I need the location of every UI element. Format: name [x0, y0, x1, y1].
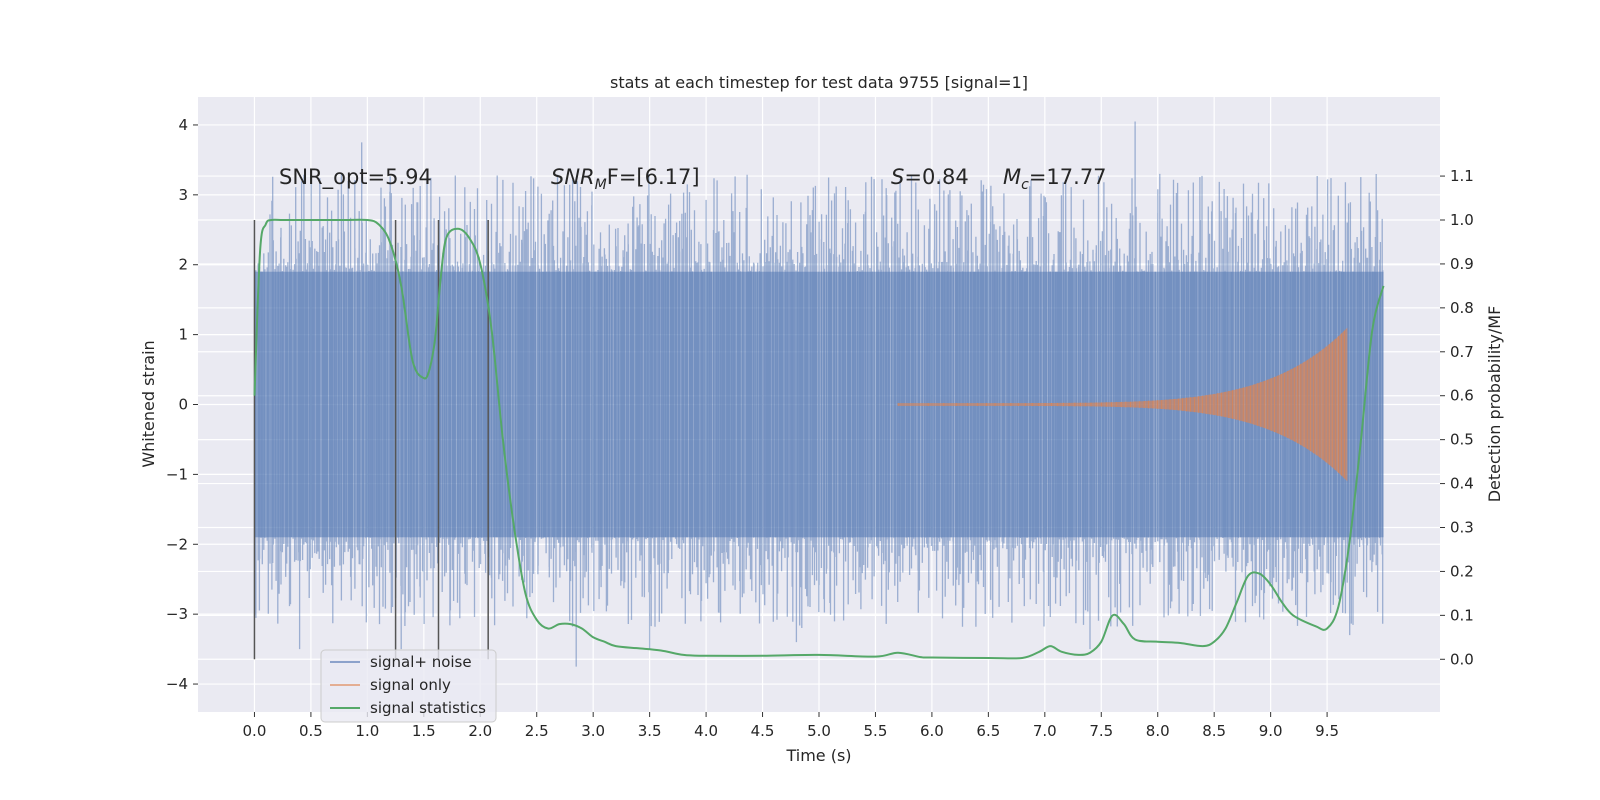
- y2-tick-label: 0.4: [1450, 475, 1474, 493]
- legend-label-signal-only: signal only: [370, 676, 451, 694]
- legend: signal+ noise signal only signal statist…: [320, 649, 497, 723]
- chart-title: stats at each timestep for test data 975…: [610, 73, 1028, 92]
- y2-tick-label: 1.0: [1450, 211, 1474, 229]
- x-tick-label: 9.0: [1259, 722, 1283, 740]
- y2-tick-label: 0.3: [1450, 519, 1474, 537]
- annotation-snr-opt: SNR_opt=5.94: [279, 165, 432, 190]
- x-tick-label: 4.5: [751, 722, 775, 740]
- legend-box: [320, 649, 497, 723]
- y2-tick-label: 0.7: [1450, 343, 1474, 361]
- annotation-s: S=0.84: [891, 165, 969, 189]
- x-tick-label: 3.0: [581, 722, 605, 740]
- x-tick-label: 9.5: [1315, 722, 1339, 740]
- x-tick-label: 7.0: [1033, 722, 1057, 740]
- y-tick-label: 1: [178, 326, 188, 344]
- x-tick-label: 4.0: [694, 722, 718, 740]
- y-tick-label: −2: [166, 535, 188, 553]
- y-tick-label: −4: [166, 675, 188, 693]
- annotation-mc: Mc=17.77: [1003, 165, 1107, 193]
- y-axis-right-title: Detection probability/MF: [1485, 306, 1504, 503]
- y-axis-title: Whitened strain: [139, 340, 158, 467]
- y-tick-label: −1: [166, 465, 188, 483]
- y-axis-left: 4 3 2 1 0 −1 −2 −3 −4: [166, 116, 198, 693]
- y-tick-label: 2: [178, 256, 188, 274]
- x-tick-label: 2.0: [468, 722, 492, 740]
- y-tick-label: 0: [178, 396, 188, 414]
- x-tick-label: 8.5: [1202, 722, 1226, 740]
- y2-tick-label: 0.2: [1450, 562, 1474, 580]
- y-axis-right: 1.1 1.0 0.9 0.8 0.7 0.6 0.5 0.4 0.3 0.2 0.1 0.0: [1440, 167, 1474, 668]
- series-signal-only: [897, 327, 1348, 482]
- x-tick-label: 0.5: [299, 722, 323, 740]
- signal-statistics-line: [253, 218, 1385, 660]
- y2-tick-label: 0.6: [1450, 387, 1474, 405]
- x-tick-label: 2.5: [525, 722, 549, 740]
- x-tick-label: 5.5: [864, 722, 888, 740]
- y2-tick-label: 0.9: [1450, 255, 1474, 273]
- x-tick-label: 1.5: [412, 722, 436, 740]
- x-axis-title: Time (s): [785, 746, 851, 765]
- y2-tick-label: 0.5: [1450, 431, 1474, 449]
- legend-label-signal-statistics: signal statistics: [370, 699, 486, 717]
- x-tick-label: 7.5: [1089, 722, 1113, 740]
- x-axis: 0.0 0.5 1.0 1.5 2.0 2.5 3.0 3.5 4.0 4.5 5.0 5.5 6.0 6…: [243, 712, 1339, 740]
- series-signal-statistics: [253, 218, 1385, 660]
- x-tick-label: 1.0: [355, 722, 379, 740]
- signal-only-oscillation: [897, 330, 1345, 479]
- y2-tick-label: 0.1: [1450, 606, 1474, 624]
- y2-tick-label: 1.1: [1450, 167, 1474, 185]
- y2-tick-label: 0.0: [1450, 650, 1474, 668]
- y-tick-label: 4: [178, 116, 188, 134]
- x-tick-label: 0.0: [243, 722, 267, 740]
- x-tick-label: 6.0: [920, 722, 944, 740]
- y2-tick-label: 0.8: [1450, 299, 1474, 317]
- legend-label-signal-noise: signal+ noise: [370, 653, 472, 671]
- annotation-snr-mf: SNRMF=[6.17]: [551, 165, 700, 193]
- x-tick-label: 8.0: [1146, 722, 1170, 740]
- x-tick-label: 5.0: [807, 722, 831, 740]
- x-tick-label: 3.5: [638, 722, 662, 740]
- y-tick-label: 3: [178, 186, 188, 204]
- signal-only-chirp: [898, 327, 1348, 482]
- x-tick-label: 6.5: [976, 722, 1000, 740]
- y-tick-label: −3: [166, 605, 188, 623]
